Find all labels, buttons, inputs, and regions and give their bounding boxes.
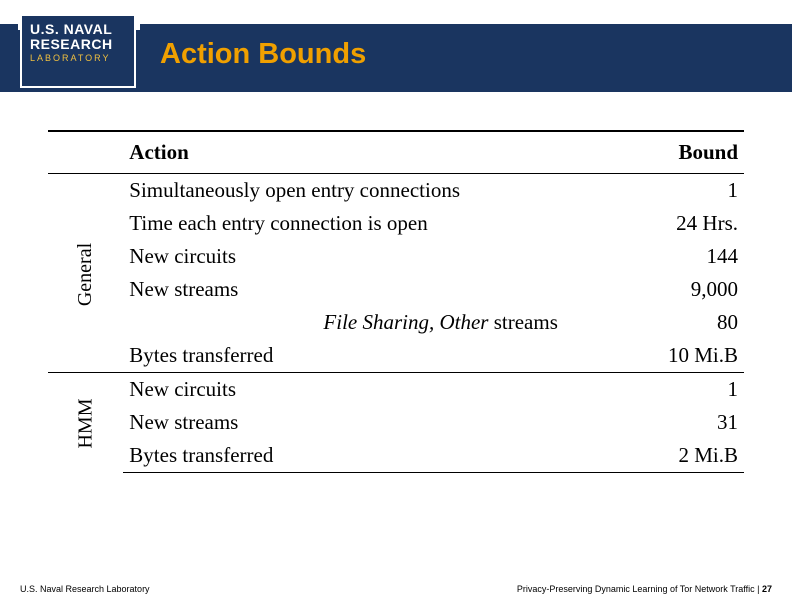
cell-bound: 9,000	[614, 273, 744, 306]
cell-bound: 31	[614, 406, 744, 439]
logo-line-2: RESEARCH	[30, 37, 126, 52]
table-row: New streams 9,000	[48, 273, 744, 306]
table-row: Time each entry connection is open 24 Hr…	[48, 207, 744, 240]
logo-line-1: U.S. NAVAL	[30, 22, 126, 37]
footer-right: Privacy-Preserving Dynamic Learning of T…	[517, 584, 772, 594]
cell-bound: 24 Hrs.	[614, 207, 744, 240]
cell-bound: 144	[614, 240, 744, 273]
cell-action: Simultaneously open entry connections	[123, 174, 614, 208]
cell-action: New streams	[123, 273, 614, 306]
table-row: Bytes transferred 10 Mi.B	[48, 339, 744, 373]
logo-line-3: LABORATORY	[30, 53, 126, 63]
table-row: General Simultaneously open entry connec…	[48, 174, 744, 208]
table-row: HMM New circuits 1	[48, 373, 744, 407]
table-row: New streams 31	[48, 406, 744, 439]
group-label-hmm-text: HMM	[74, 399, 97, 449]
slide-title: Action Bounds	[160, 38, 366, 71]
cell-action: New circuits	[123, 240, 614, 273]
cell-action: Time each entry connection is open	[123, 207, 614, 240]
table-row: New circuits 144	[48, 240, 744, 273]
table-header-bound: Bound	[614, 131, 744, 174]
table-row: File Sharing, Other streams 80	[48, 306, 744, 339]
suffix: streams	[488, 310, 557, 334]
cell-action: New streams	[123, 406, 614, 439]
cell-bound: 10 Mi.B	[614, 339, 744, 373]
cell-bound: 1	[614, 174, 744, 208]
cell-bound: 2 Mi.B	[614, 439, 744, 473]
footer-right-prefix: Privacy-Preserving Dynamic Learning of T…	[517, 584, 762, 594]
cell-bound: 1	[614, 373, 744, 407]
group-label-general-text: General	[74, 242, 97, 305]
table-header-row: Action Bound	[48, 131, 744, 174]
table-header-spacer	[48, 131, 123, 174]
italic-prefix: File Sharing, Other	[323, 310, 488, 334]
table-row: Bytes transferred 2 Mi.B	[48, 439, 744, 473]
cell-action: Bytes transferred	[123, 439, 614, 473]
page-number: 27	[762, 584, 772, 594]
group-label-general: General	[48, 174, 123, 373]
cell-action: New circuits	[123, 373, 614, 407]
table-header-action: Action	[123, 131, 614, 174]
nrl-logo: U.S. NAVAL RESEARCH LABORATORY	[20, 14, 136, 88]
cell-action-italic: File Sharing, Other streams	[123, 306, 614, 339]
footer-left: U.S. Naval Research Laboratory	[20, 584, 150, 594]
action-bounds-table: Action Bound General Simultaneously open…	[48, 130, 744, 473]
footer: U.S. Naval Research Laboratory Privacy-P…	[20, 584, 772, 594]
table: Action Bound General Simultaneously open…	[48, 130, 744, 473]
cell-action: Bytes transferred	[123, 339, 614, 373]
slide: U.S. NAVAL RESEARCH LABORATORY Action Bo…	[0, 0, 792, 612]
cell-bound: 80	[614, 306, 744, 339]
group-label-hmm: HMM	[48, 373, 123, 473]
